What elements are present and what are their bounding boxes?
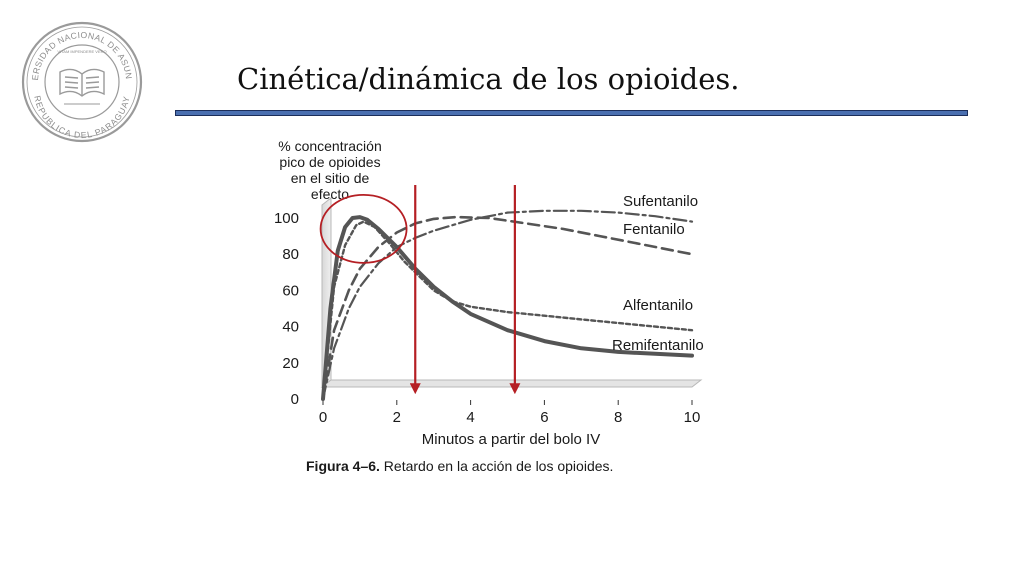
series-label-fentanilo: Fentanilo [623,221,685,238]
university-seal-logo: UNIVERSIDAD NACIONAL DE ASUNCION REPUBLI… [20,20,143,143]
y-tick-label: 40 [282,319,299,336]
series-label-sufentanilo: Sufentanilo [623,193,698,210]
chart-floor [320,379,703,388]
y-tick-label: 0 [291,391,299,408]
y-axis-label: % concentración pico de opioides en el s… [278,138,382,202]
x-tick-label: 4 [466,409,474,426]
x-axis-label: Minutos a partir del bolo IV [422,431,600,448]
series-line-fentanilo [321,215,694,401]
chart-annotations [319,185,521,395]
x-tick-label: 2 [393,409,401,426]
figure-caption-text: Retardo en la acción de los opioides. [380,458,613,474]
series-labels: Sufentanilo Fentanilo Alfentanilo Remifenta… [612,193,704,354]
x-tick-label: 10 [684,409,701,426]
series-label-remifentanilo: Remifentanilo [612,337,704,354]
x-tick-label: 8 [614,409,622,426]
figure-caption: Figura 4–6. Retardo en la acción de los … [306,458,613,474]
y-tick-label: 20 [282,355,299,372]
slide-title: Cinética/dinámica de los opioides. [237,62,740,96]
seal-motto: VITAM IMPENDERE VERO [57,49,106,54]
y-tick-label: 80 [282,246,299,263]
y-axis-label-line-4: efecto [311,186,349,202]
series-line-sufentanilo [321,209,694,401]
series-label-alfentanilo: Alfentanilo [623,297,693,314]
y-axis-ticks: 0 20 40 60 80 100 [274,210,299,408]
series-line-alfentanilo [321,220,694,401]
y-tick-label: 60 [282,282,299,299]
y-axis-label-line-1: % concentración [278,138,382,154]
y-axis-label-line-2: pico de opioides [279,154,380,170]
book-icon [59,68,105,97]
y-tick-label: 100 [274,210,299,227]
title-underline [175,110,968,116]
peak-highlight-circle [319,193,408,264]
y-axis-label-line-3: en el sitio de [291,170,370,186]
figure-caption-number: Figura 4–6. [306,458,380,474]
x-tick-label: 0 [319,409,327,426]
x-axis-ticks: 0 2 4 6 8 10 [319,400,701,426]
x-tick-label: 6 [540,409,548,426]
